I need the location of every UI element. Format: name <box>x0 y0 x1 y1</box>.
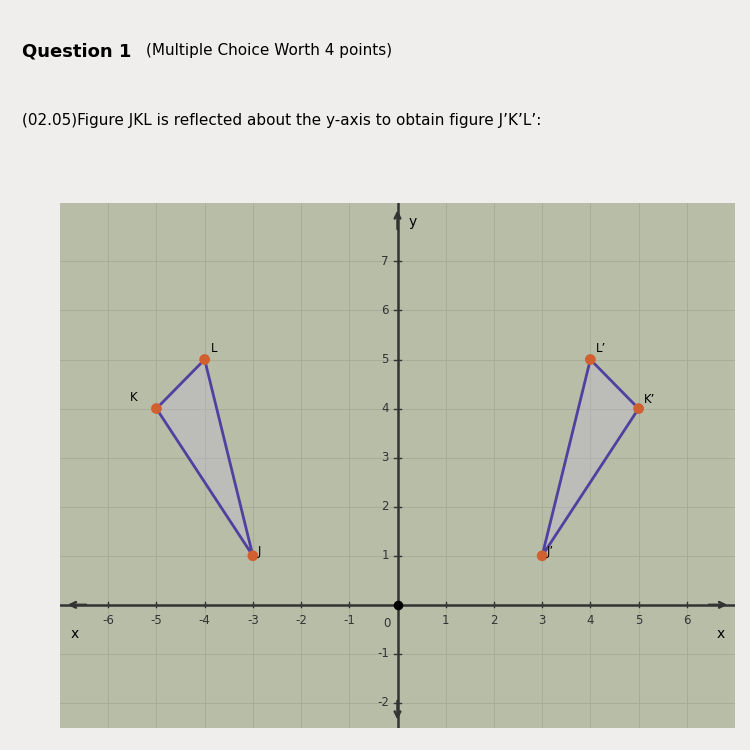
Text: (Multiple Choice Worth 4 points): (Multiple Choice Worth 4 points) <box>146 43 392 58</box>
Text: 4: 4 <box>381 402 388 415</box>
Text: -2: -2 <box>296 614 307 627</box>
Text: -5: -5 <box>151 614 162 627</box>
Text: x: x <box>70 627 79 641</box>
Point <box>536 550 548 562</box>
Point <box>584 353 596 365</box>
Text: 1: 1 <box>381 549 388 562</box>
Text: J: J <box>258 545 261 558</box>
Text: 2: 2 <box>490 614 498 627</box>
Text: 6: 6 <box>381 304 388 317</box>
Point <box>199 353 211 365</box>
Text: (02.05)Figure JKL is reflected about the y-axis to obtain figure J’K’L’:: (02.05)Figure JKL is reflected about the… <box>22 113 542 128</box>
Text: 4: 4 <box>586 614 594 627</box>
Text: 3: 3 <box>382 452 388 464</box>
Text: -4: -4 <box>199 614 211 627</box>
Text: -3: -3 <box>247 614 259 627</box>
Text: Question 1: Question 1 <box>22 43 132 61</box>
Text: -1: -1 <box>344 614 355 627</box>
Point <box>151 403 163 415</box>
Text: J’: J’ <box>547 545 554 558</box>
Text: 3: 3 <box>538 614 546 627</box>
Text: L: L <box>211 341 217 355</box>
Text: 2: 2 <box>381 500 388 513</box>
Text: 6: 6 <box>683 614 691 627</box>
Point <box>632 403 644 415</box>
Text: L’: L’ <box>596 341 607 355</box>
Text: y: y <box>408 214 416 229</box>
Text: 5: 5 <box>382 353 388 366</box>
Text: 1: 1 <box>442 614 449 627</box>
Text: -2: -2 <box>377 697 388 709</box>
Text: 0: 0 <box>383 617 391 630</box>
Polygon shape <box>157 359 253 556</box>
Text: -1: -1 <box>377 647 388 661</box>
Text: K: K <box>130 391 137 404</box>
Polygon shape <box>542 359 638 556</box>
Text: K’: K’ <box>644 393 656 406</box>
Point <box>392 598 404 610</box>
Point <box>247 550 259 562</box>
Text: x: x <box>716 627 724 641</box>
Text: -6: -6 <box>102 614 114 627</box>
Text: 7: 7 <box>381 255 388 268</box>
Text: 5: 5 <box>635 614 642 627</box>
